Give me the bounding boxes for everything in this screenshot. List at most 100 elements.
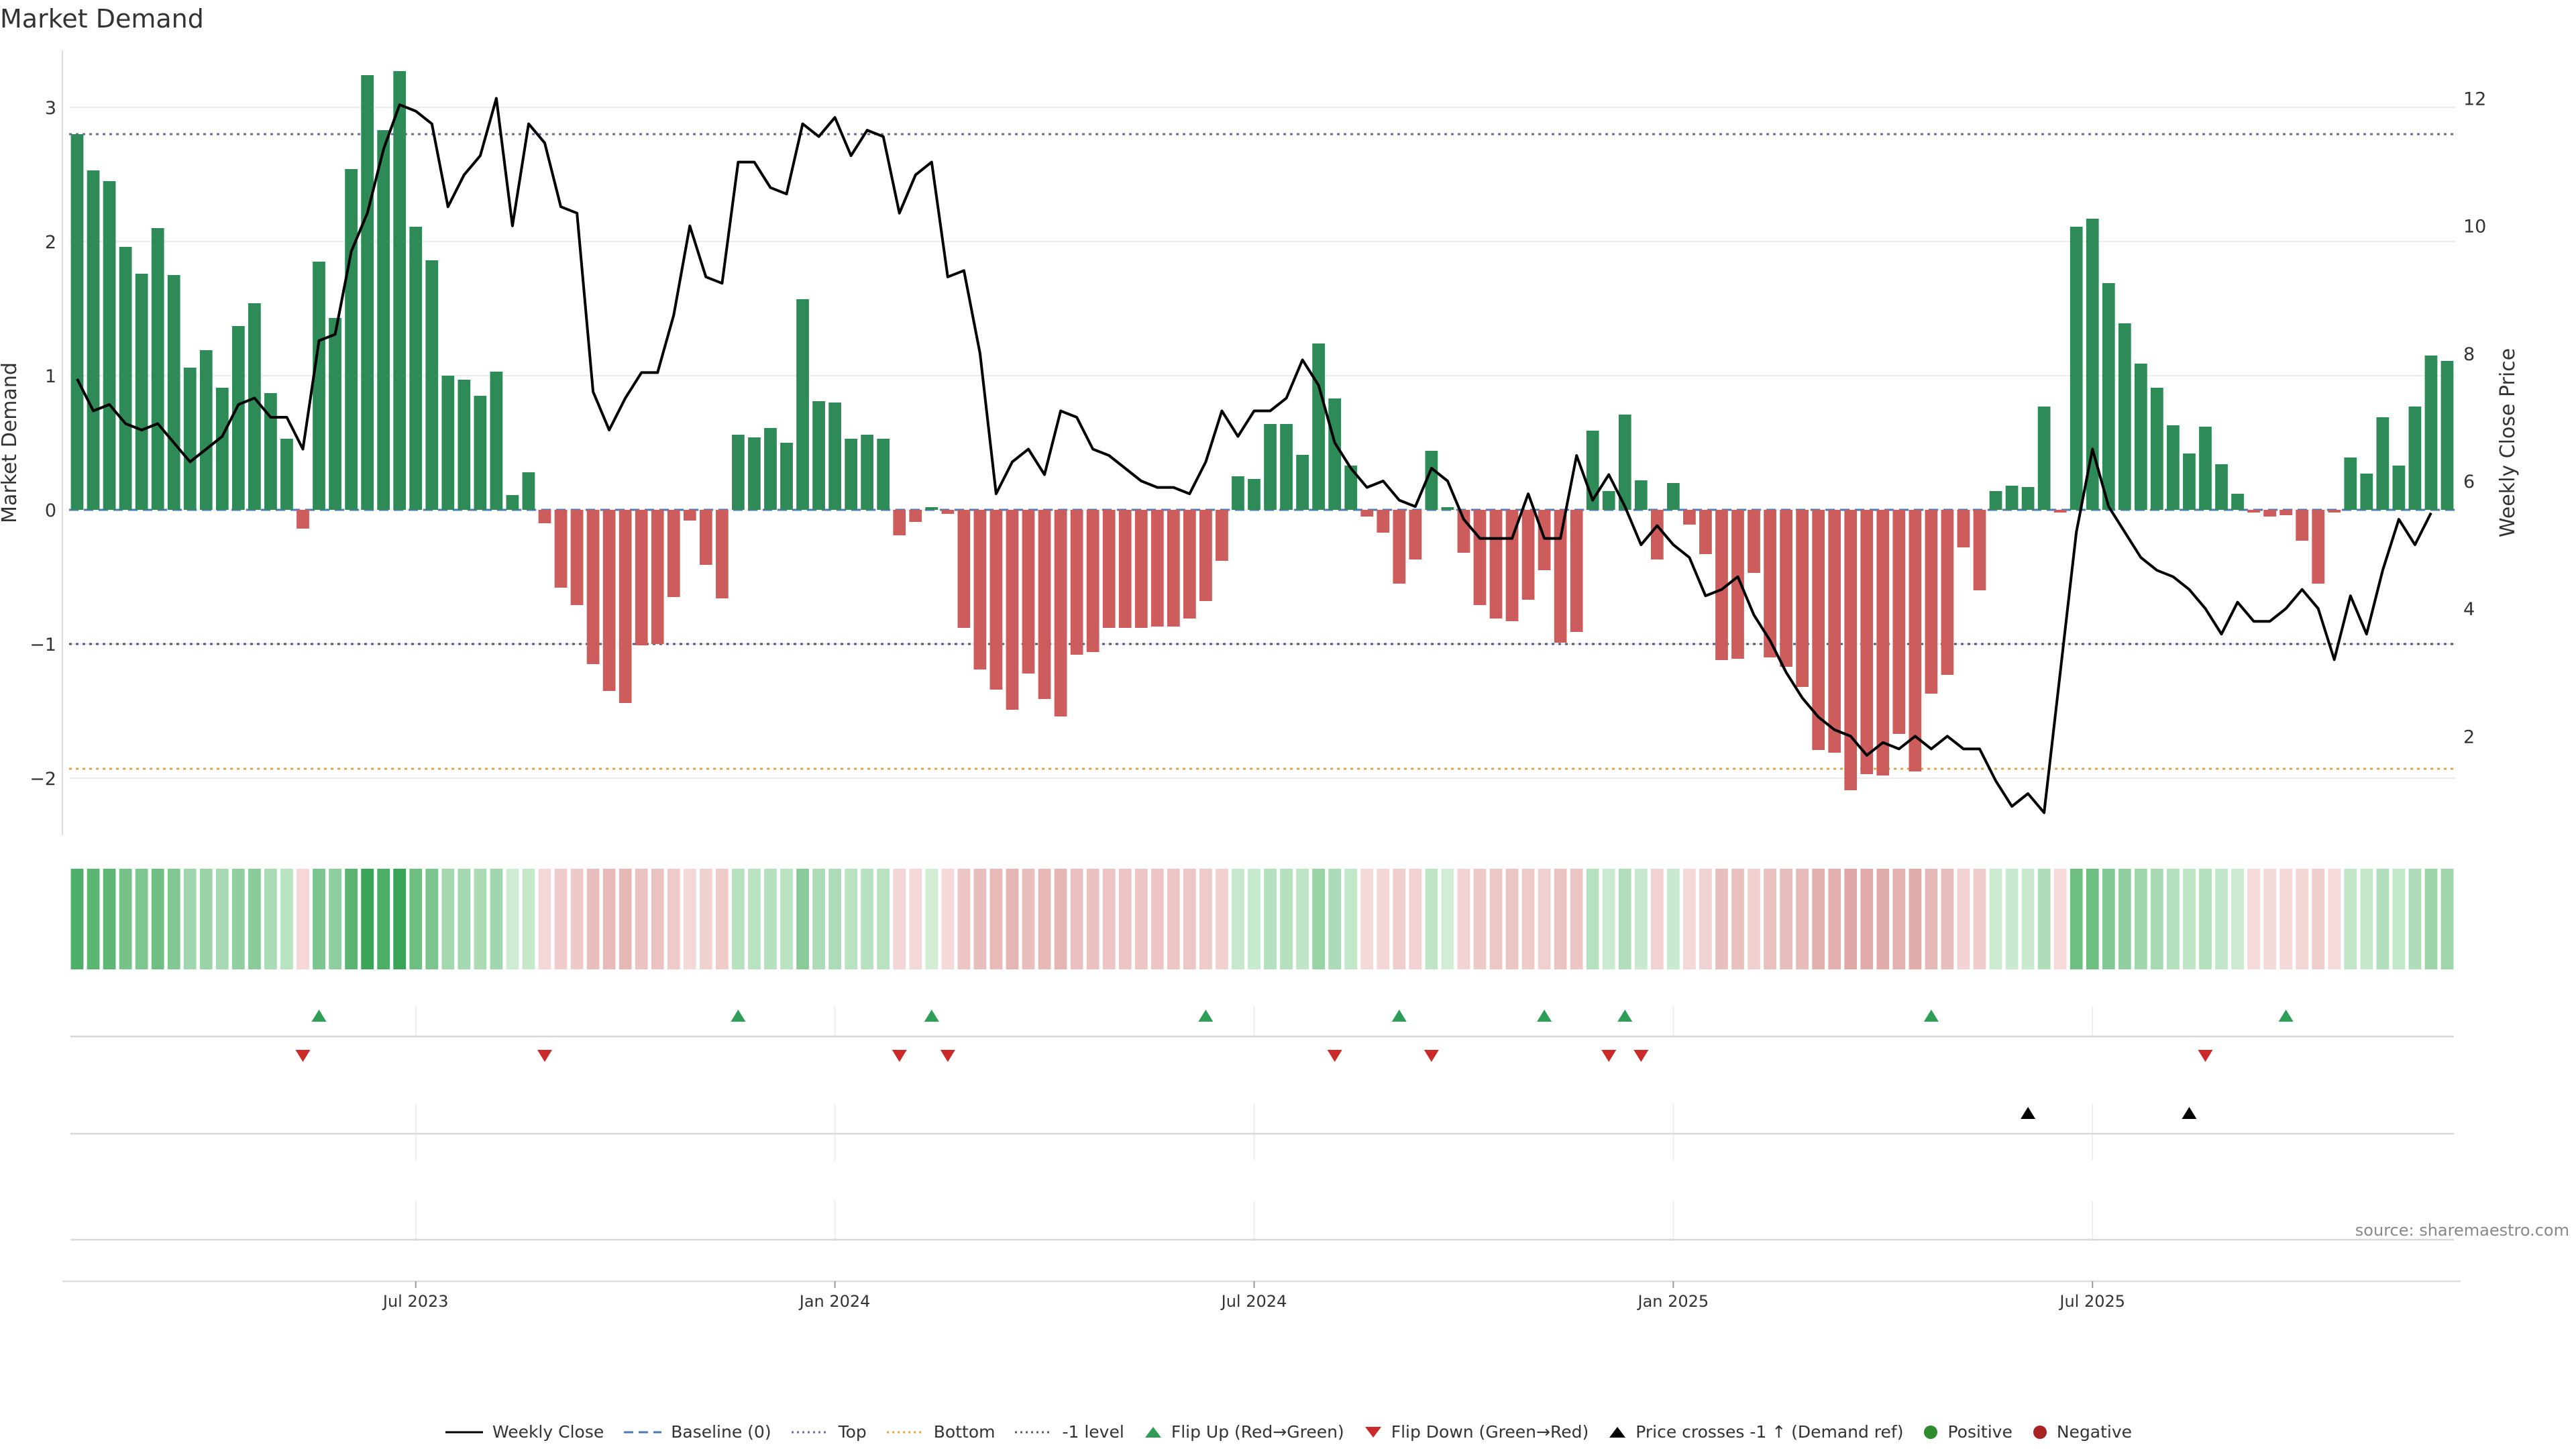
heat-cell	[313, 869, 325, 969]
heat-cell	[683, 869, 696, 969]
demand-bar	[1150, 510, 1164, 627]
heat-cell	[2021, 869, 2035, 969]
demand-bar	[2086, 219, 2099, 510]
demand-bar	[1957, 510, 1970, 547]
heat-cell	[2360, 869, 2373, 969]
demand-bar	[989, 510, 1003, 690]
heat-cell	[1586, 869, 1599, 969]
legend-item-cross: Price crosses -1 ↑ (Demand ref)	[1607, 1422, 1903, 1442]
weekly-close-series	[76, 97, 2432, 814]
heat-cell	[1038, 869, 1051, 969]
demand-bar	[1457, 510, 1470, 553]
demand-bar	[167, 275, 180, 510]
legend-label: Top	[838, 1422, 867, 1442]
legend-item-negative: Negative	[2031, 1422, 2132, 1442]
demand-bar	[1006, 510, 1019, 710]
demand-bar	[1054, 510, 1067, 716]
chart-title: Market Demand	[0, 4, 204, 34]
heat-cell	[119, 869, 132, 969]
heat-cell	[1134, 869, 1148, 969]
demand-bar	[973, 510, 987, 669]
demand-bar	[215, 388, 229, 510]
demand-bar	[861, 435, 874, 510]
heat-cell	[2328, 869, 2341, 969]
demand-bar	[1393, 510, 1406, 584]
demand-bar	[2134, 364, 2147, 510]
demand-bar	[812, 401, 825, 510]
flip-down-marker	[1327, 1050, 1342, 1062]
heat-cell	[2005, 869, 2019, 969]
demand-bar	[1296, 455, 1309, 510]
demand-bar	[1280, 424, 1293, 510]
demand-bar	[683, 510, 696, 521]
heat-cell	[925, 869, 938, 969]
heat-cell	[1441, 869, 1454, 969]
flip-down-marker	[295, 1050, 311, 1062]
heat-cell	[2183, 869, 2196, 969]
heat-cell	[1086, 869, 1099, 969]
demand-bar	[1102, 510, 1116, 628]
flip-down-marker	[1424, 1050, 1439, 1062]
legend-item-baseline: Baseline (0)	[623, 1422, 771, 1442]
heat-cell	[231, 869, 245, 969]
heat-cell	[2053, 869, 2067, 969]
demand-bar	[1699, 510, 1712, 554]
heat-cell	[667, 869, 680, 969]
triangle-up-green-icon	[1144, 1426, 1161, 1438]
heat-cell	[1393, 869, 1406, 969]
heat-cell	[2392, 869, 2406, 969]
legend-label: Baseline (0)	[671, 1422, 771, 1442]
demand-bar	[1425, 451, 1438, 510]
legend-label: Negative	[2056, 1422, 2133, 1442]
demand-bar	[1812, 510, 1825, 750]
heat-cell	[474, 869, 487, 969]
demand-bar	[893, 510, 906, 535]
y-tick-label: 1	[45, 366, 56, 387]
heat-cell	[619, 869, 632, 969]
demand-bar	[1489, 510, 1503, 619]
heat-cell	[1264, 869, 1277, 969]
heat-cell	[1167, 869, 1180, 969]
demand-bar	[522, 472, 535, 510]
heat-cell	[183, 869, 197, 969]
flip-up-marker	[311, 1010, 327, 1022]
heat-cell	[2344, 869, 2357, 969]
demand-bar	[2408, 407, 2422, 510]
demand-bar	[1602, 491, 1615, 510]
heat-cell	[764, 869, 777, 969]
flip-down-marker	[940, 1050, 955, 1062]
legend-label: Positive	[1947, 1422, 2012, 1442]
demand-bar	[2199, 427, 2212, 510]
demand-bar	[1344, 466, 1358, 510]
demand-bar	[2440, 361, 2454, 510]
dot-green-icon	[1924, 1425, 1938, 1439]
demand-bar	[1199, 510, 1212, 601]
demand-bar	[602, 510, 616, 691]
heat-cell	[1118, 869, 1132, 969]
demand-bar	[748, 437, 761, 510]
demand-bar	[1538, 510, 1551, 570]
triangle-up-black-icon	[1609, 1426, 1626, 1438]
demand-bar	[1650, 510, 1664, 559]
demand-bar	[458, 380, 471, 510]
legend-item-flip-down: Flip Down (Green→Red)	[1363, 1422, 1589, 1442]
legend-label: Bottom	[933, 1422, 996, 1442]
demand-heat-strip	[70, 869, 2454, 969]
heat-cell	[329, 869, 341, 969]
demand-bar	[2247, 510, 2260, 513]
heat-cell	[989, 869, 1003, 969]
y-axis-label: Market Demand	[0, 362, 21, 523]
y2-tick-label: 2	[2463, 727, 2475, 747]
demand-bar	[1860, 510, 1874, 774]
x-tick-label: Jul 2023	[382, 1292, 449, 1311]
demand-bar	[2005, 486, 2019, 510]
demand-bar	[1618, 415, 1631, 510]
heat-cell	[570, 869, 584, 969]
heat-cell	[1425, 869, 1438, 969]
heat-cell	[1409, 869, 1422, 969]
heat-cell	[1634, 869, 1648, 969]
heat-cell	[651, 869, 664, 969]
demand-bar	[329, 318, 341, 510]
demand-bar	[2263, 510, 2276, 517]
demand-bar	[941, 510, 955, 514]
